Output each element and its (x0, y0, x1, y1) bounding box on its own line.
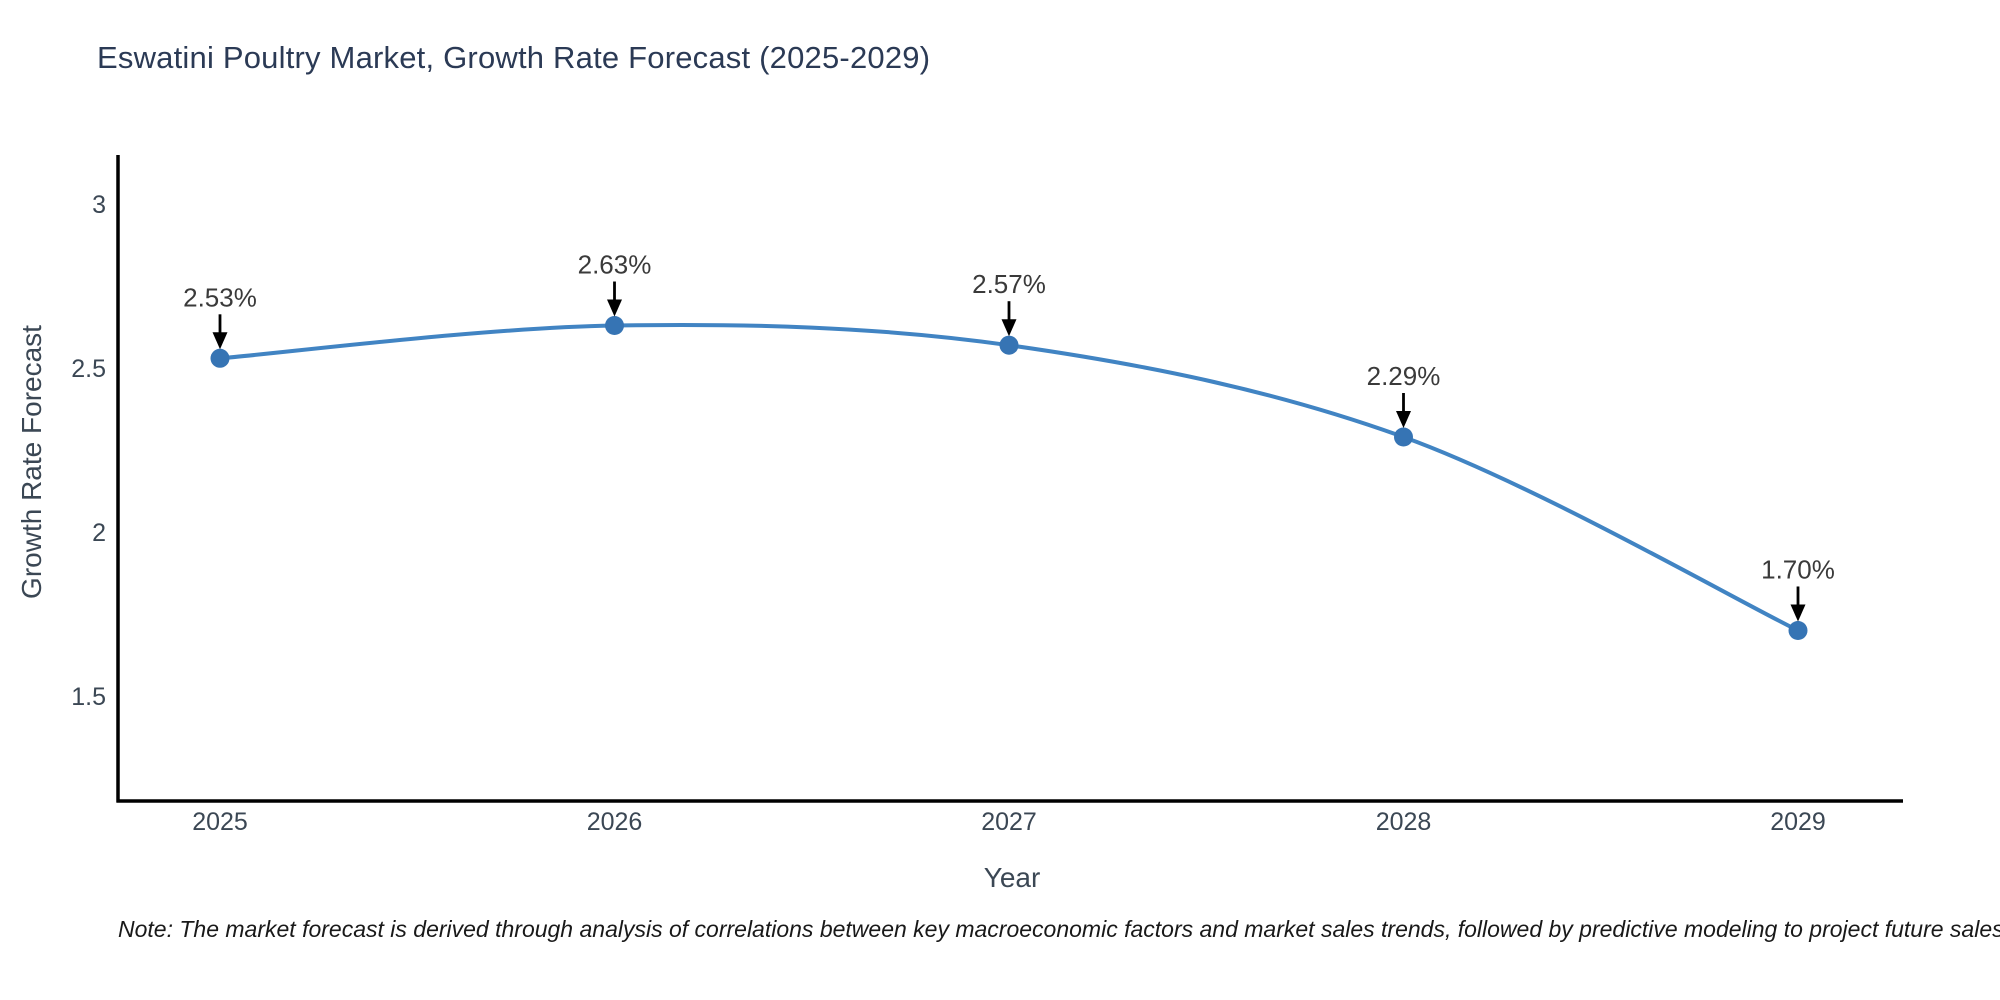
y-tick-label: 3 (92, 191, 106, 219)
x-tick-label: 2025 (192, 808, 248, 836)
annotation-arrowhead (212, 332, 228, 350)
x-tick-label: 2029 (1770, 808, 1826, 836)
annotation-arrowhead (1001, 319, 1017, 337)
x-tick-label: 2028 (1376, 808, 1432, 836)
y-tick-label: 1.5 (71, 683, 106, 711)
x-tick-label: 2026 (587, 808, 643, 836)
annotation-arrowhead (1396, 411, 1411, 429)
data-point-marker (1394, 427, 1413, 447)
y-tick-label: 2.5 (71, 355, 106, 383)
x-tick-label: 2027 (981, 808, 1037, 836)
data-point-marker (210, 348, 230, 368)
series-line (218, 322, 1800, 633)
point-value-label: 2.57% (972, 269, 1046, 299)
point-value-label: 2.29% (1367, 361, 1441, 391)
annotation-arrowhead (1790, 604, 1806, 622)
y-axis-title: Growth Rate Forecast (16, 325, 47, 599)
point-value-label: 2.53% (183, 282, 257, 312)
footnote: Note: The market forecast is derived thr… (118, 916, 2000, 942)
annotation-arrowhead (607, 299, 622, 317)
y-tick-label: 2 (92, 519, 106, 547)
x-axis-title: Year (983, 862, 1041, 893)
data-point-marker (1788, 620, 1808, 640)
data-point-marker (605, 316, 624, 336)
point-value-label: 1.70% (1761, 554, 1835, 584)
data-point-marker (999, 335, 1019, 355)
point-value-label: 2.63% (578, 250, 652, 280)
chart-title: Eswatini Poultry Market, Growth Rate For… (97, 40, 931, 75)
